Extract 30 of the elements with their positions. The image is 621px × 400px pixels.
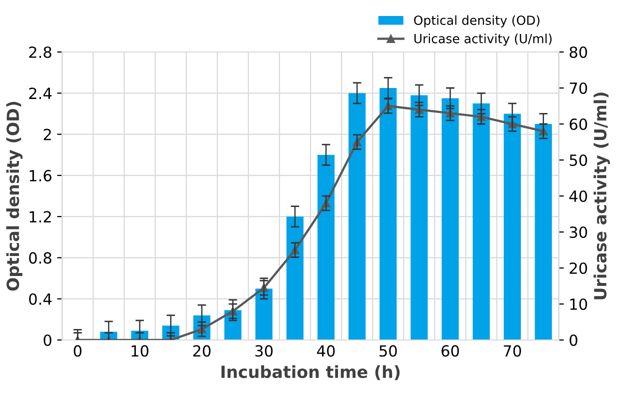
y2-tick-label: 70 (570, 82, 588, 94)
x-tick-label: 0 (74, 345, 82, 357)
y2-tick-label: 10 (570, 298, 588, 310)
y-tick-label: 0.4 (29, 293, 52, 305)
x-tick-label: 70 (504, 345, 522, 357)
y2-tick-label: 20 (570, 262, 588, 274)
y2-tick-label: 40 (569, 190, 588, 202)
legend-label: Uricase activity (U/ml) (414, 34, 552, 46)
x-tick-label: 20 (193, 345, 211, 357)
y-tick-label: 0 (44, 334, 52, 346)
y2-tick-label: 80 (570, 46, 588, 58)
y-tick-label: 2.8 (29, 46, 52, 58)
x-tick-label: 50 (380, 345, 397, 357)
y2-tick-label: 30 (570, 226, 588, 238)
x-tick-label: 40 (317, 345, 335, 357)
y-axis-title: Optical density (OD) (6, 102, 23, 291)
y-tick-label: 1.6 (30, 170, 52, 182)
legend-label: Optical density (OD) (414, 15, 540, 28)
y2-axis-title: Uricase activity (U/ml) (594, 92, 610, 300)
y-tick-label: 2.4 (29, 88, 52, 99)
x-tick-label: 30 (255, 345, 273, 357)
y2-tick-label: 60 (570, 118, 588, 130)
y2-tick-label: 50 (570, 154, 588, 166)
x-tick-label: 60 (442, 345, 459, 357)
y-tick-label: 0.8 (29, 252, 52, 264)
x-axis-title: Incubation time (h) (222, 365, 400, 380)
y-tick-label: 2 (44, 128, 51, 140)
x-tick-label: 10 (132, 345, 148, 357)
y2-tick-label: 0 (570, 334, 578, 346)
y-tick-label: 1.2 (30, 211, 51, 222)
